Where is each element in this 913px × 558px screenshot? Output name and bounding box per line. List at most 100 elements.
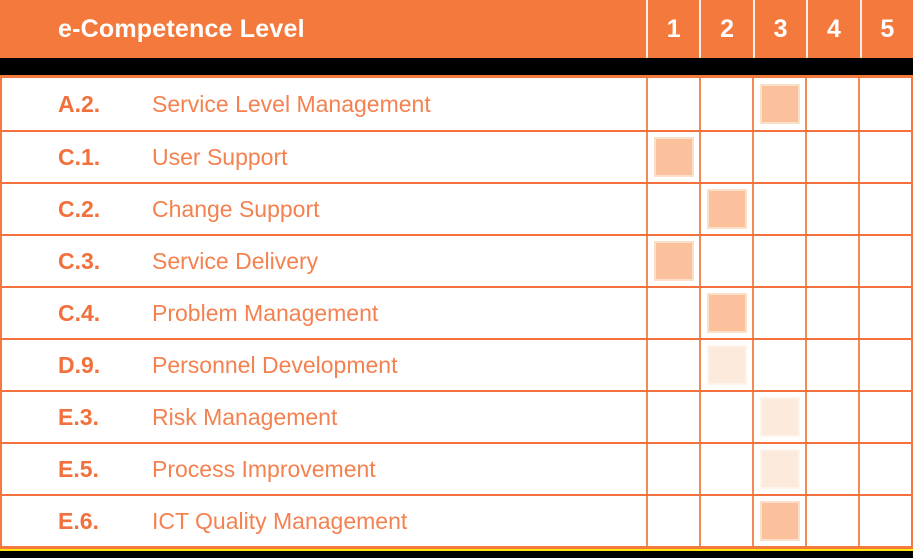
table-row: E.5. Process Improvement	[2, 442, 911, 494]
level-cell-1	[646, 184, 699, 234]
level-cell-1	[646, 340, 699, 390]
row-label: C.1. User Support	[2, 132, 646, 182]
level-cell-3	[752, 392, 805, 442]
level-cell-4	[805, 78, 858, 130]
row-label: C.2. Change Support	[2, 184, 646, 234]
competence-name: Service Delivery	[152, 247, 319, 274]
level-cell-3	[752, 444, 805, 494]
table-row: D.9. Personnel Development	[2, 338, 911, 390]
level-cell-5	[858, 132, 911, 182]
level-cell-5	[858, 236, 911, 286]
level-cell-4	[805, 236, 858, 286]
competence-code: C.3.	[58, 247, 101, 274]
bottom-yellow-line	[0, 549, 913, 551]
row-label: A.2. Service Level Management	[2, 78, 646, 130]
competence-name: User Support	[152, 143, 288, 170]
level-cell-3	[752, 288, 805, 338]
table-body: A.2. Service Level Management C.1. User …	[0, 75, 913, 549]
level-cell-2	[699, 288, 752, 338]
competence-level-marker	[759, 449, 800, 489]
table-row: E.6. ICT Quality Management	[2, 494, 911, 546]
level-column-header-2: 2	[699, 0, 752, 58]
level-cell-3	[752, 496, 805, 546]
table-row: C.1. User Support	[2, 130, 911, 182]
competence-code: E.3.	[58, 403, 99, 430]
level-cell-3	[752, 78, 805, 130]
level-cell-3	[752, 184, 805, 234]
level-cell-4	[805, 444, 858, 494]
level-cell-4	[805, 496, 858, 546]
competence-level-marker	[759, 501, 800, 541]
competence-name: Process Improvement	[152, 455, 376, 482]
level-cell-3	[752, 236, 805, 286]
competence-level-marker	[653, 137, 694, 177]
level-cell-2	[699, 496, 752, 546]
level-cell-2	[699, 78, 752, 130]
level-column-header-3: 3	[752, 0, 806, 58]
competence-level-marker	[706, 293, 747, 333]
competence-name: Service Level Management	[152, 90, 431, 117]
competence-code: D.9.	[58, 351, 101, 378]
level-cell-1	[646, 288, 699, 338]
competence-name: Risk Management	[152, 403, 338, 430]
competence-level-marker	[706, 345, 747, 385]
level-cell-1	[646, 496, 699, 546]
table-row: A.2. Service Level Management	[2, 78, 911, 130]
competence-code: E.6.	[58, 507, 99, 534]
competence-name: Change Support	[152, 195, 320, 222]
table-row: E.3. Risk Management	[2, 390, 911, 442]
level-cell-1	[646, 78, 699, 130]
level-cell-4	[805, 340, 858, 390]
table-row: C.3. Service Delivery	[2, 234, 911, 286]
level-cell-4	[805, 132, 858, 182]
level-cell-3	[752, 340, 805, 390]
competence-code: C.2.	[58, 195, 101, 222]
table-header-row: e-Competence Level 1 2 3 4 5	[0, 0, 913, 58]
level-cell-2	[699, 444, 752, 494]
competence-name: ICT Quality Management	[152, 507, 408, 534]
competence-level-marker	[759, 397, 800, 437]
level-cell-5	[858, 288, 911, 338]
competence-code: C.4.	[58, 299, 101, 326]
header-separator-band	[0, 58, 913, 75]
competence-code: A.2.	[58, 90, 101, 117]
level-cell-5	[858, 184, 911, 234]
competence-level-marker	[706, 189, 747, 229]
level-cell-1	[646, 132, 699, 182]
level-cell-1	[646, 392, 699, 442]
competence-code: E.5.	[58, 455, 99, 482]
level-cell-2	[699, 340, 752, 390]
level-cell-4	[805, 288, 858, 338]
row-label: C.4. Problem Management	[2, 288, 646, 338]
level-cell-5	[858, 392, 911, 442]
level-cell-2	[699, 132, 752, 182]
level-cell-1	[646, 236, 699, 286]
level-column-header-4: 4	[806, 0, 859, 58]
competence-name: Problem Management	[152, 299, 379, 326]
row-label: C.3. Service Delivery	[2, 236, 646, 286]
table-row: C.4. Problem Management	[2, 286, 911, 338]
level-cell-2	[699, 392, 752, 442]
level-column-header-1: 1	[646, 0, 699, 58]
level-cell-5	[858, 340, 911, 390]
competence-level-marker	[759, 84, 800, 124]
level-cell-4	[805, 184, 858, 234]
level-cell-2	[699, 236, 752, 286]
competence-name: Personnel Development	[152, 351, 398, 378]
level-cell-4	[805, 392, 858, 442]
row-label: D.9. Personnel Development	[2, 340, 646, 390]
level-cell-5	[858, 78, 911, 130]
row-label: E.5. Process Improvement	[2, 444, 646, 494]
level-cell-3	[752, 132, 805, 182]
level-column-header-5: 5	[859, 0, 913, 58]
row-label: E.3. Risk Management	[2, 392, 646, 442]
table-title: e-Competence Level	[58, 14, 305, 43]
level-cell-5	[858, 496, 911, 546]
level-cell-2	[699, 184, 752, 234]
competence-code: C.1.	[58, 143, 101, 170]
level-cell-5	[858, 444, 911, 494]
row-label: E.6. ICT Quality Management	[2, 496, 646, 546]
level-cell-1	[646, 444, 699, 494]
bottom-black-band	[0, 551, 913, 558]
